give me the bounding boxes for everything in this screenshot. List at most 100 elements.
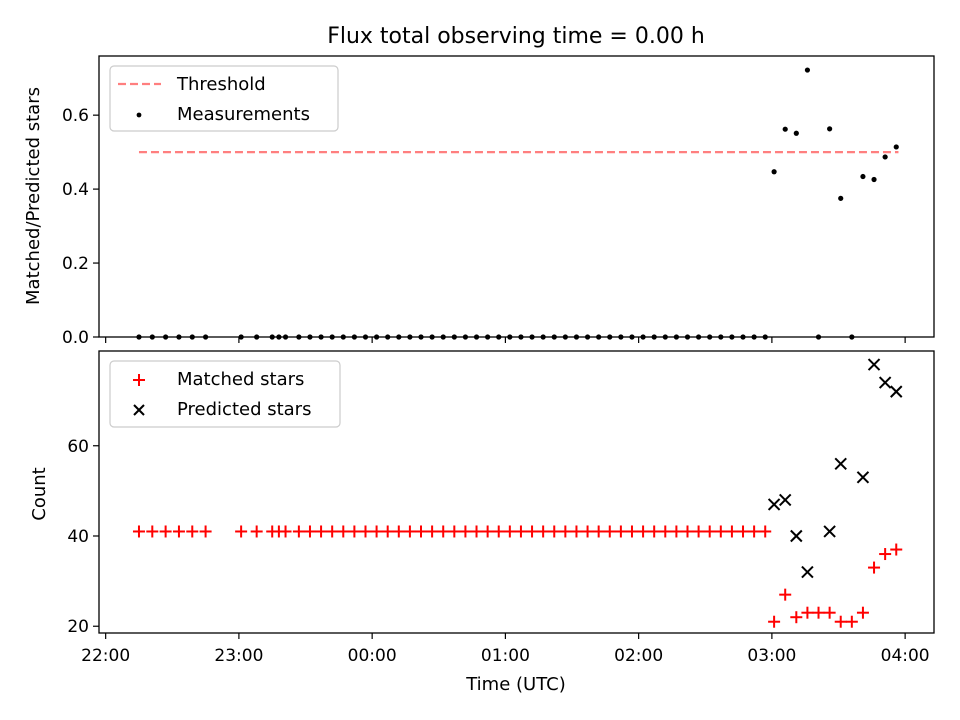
matched-star-point [681,525,694,538]
legend-matched-swatch [133,374,145,386]
measurement-point [827,126,833,132]
matched-star-point [292,525,305,538]
bottom-legend: Matched stars Predicted stars [109,360,341,428]
matched-star-point [359,525,372,538]
matched-star-point [348,525,361,538]
matched-star-point [759,525,772,538]
matched-star-point [714,525,727,538]
matched-star-point [548,525,561,538]
matched-star-point [779,588,792,601]
matched-star-point [370,525,383,538]
top-y-axis-label: Matched/Predicted stars [23,87,44,305]
matched-star-point [868,561,881,574]
matched-star-point [790,611,803,624]
legend-predicted-label: Predicted stars [177,399,311,420]
matched-star-point [812,606,825,619]
matched-star-point [834,615,847,628]
predicted-star-point [801,565,814,579]
matched-star-point [415,525,428,538]
matched-star-point [159,525,172,538]
matched-star-point [748,525,761,538]
measurement-point [793,130,799,136]
legend-measurements-swatch [136,112,142,118]
matched-star-point [670,525,683,538]
matched-star-point [526,525,539,538]
matched-star-point [692,525,705,538]
legend-measurements-label: Measurements [177,104,310,125]
matched-star-point [235,525,248,538]
matched-star-point [392,525,405,538]
predicted-star-point [790,529,803,543]
bottom-y-tick-label: 20 [67,617,89,637]
matched-star-point [823,606,836,619]
predicted-star-point [890,385,903,398]
matched-star-point [592,525,605,538]
legend-threshold-label: Threshold [176,74,266,95]
matched-star-point [637,525,650,538]
matched-star-point [426,525,439,538]
matched-star-point [845,615,858,628]
measurement-point [782,126,788,132]
matched-star-point [703,525,716,538]
predicted-star-point [779,493,792,507]
bottom-plot-frame [98,350,935,634]
top-y-tick-label: 0.0 [62,328,89,348]
matched-star-point [768,615,781,628]
x-tick-label: 00:00 [348,646,397,666]
matched-star-point [172,525,185,538]
measurement-point [860,173,866,180]
matched-star-point [625,525,638,538]
matched-star-point [186,525,199,538]
matched-star-point [648,525,661,538]
top-panel: 0.0 0.2 0.4 0.6 Matched/Predicted stars Thr… [23,55,935,348]
measurement-point [893,144,899,150]
measurement-point [871,176,877,183]
matched-star-point [514,525,527,538]
matched-star-point [403,525,416,538]
predicted-star-point [856,471,870,484]
matched-star-point [199,525,212,538]
top-y-tick-label: 0.4 [62,180,89,200]
x-tick-label: 01:00 [481,646,530,666]
predicted-star-point [767,498,781,511]
top-y-tick-label: 0.2 [62,254,89,274]
matched-star-point [537,525,550,538]
predicted-star-point [834,457,847,471]
bottom-y-tick-label: 40 [67,527,89,547]
x-tick-label: 23:00 [214,646,263,666]
measurement-point [838,195,844,201]
matched-star-point [879,548,892,561]
matched-star-point [503,525,516,538]
matched-star-point [381,525,394,538]
matched-star-point [437,525,450,538]
matched-star-point [737,525,750,538]
matched-star-point [315,525,328,538]
matched-star-point [492,525,505,538]
predicted-star-point [878,376,892,389]
x-tick-label: 03:00 [747,646,796,666]
legend-predicted-swatch [133,404,145,416]
matched-star-point [132,525,145,538]
matched-star-point [559,525,572,538]
top-legend: Threshold Measurements [109,65,339,132]
matched-star-point [337,525,350,538]
bottom-panel: 20 40 60 22:00 23:00 00:00 01:00 02:00 03:00 04:0… [29,350,935,695]
top-y-tick-label: 0.6 [62,106,89,126]
measurement-point [771,169,777,175]
x-tick-label: 04:00 [881,646,930,666]
matched-star-point [801,606,814,619]
x-axis-label: Time (UTC) [465,674,566,695]
matched-star-point [326,525,339,538]
matched-star-point [448,525,461,538]
matched-star-point [279,525,292,538]
measurement-point [882,154,888,160]
predicted-star-point [867,358,881,371]
matched-star-point [725,525,738,538]
matched-star-point [146,525,159,538]
predicted-star-point [823,525,836,538]
matched-star-point [570,525,583,538]
x-tick-label: 02:00 [614,646,663,666]
matched-star-point [614,525,627,538]
matched-star-point [470,525,483,538]
